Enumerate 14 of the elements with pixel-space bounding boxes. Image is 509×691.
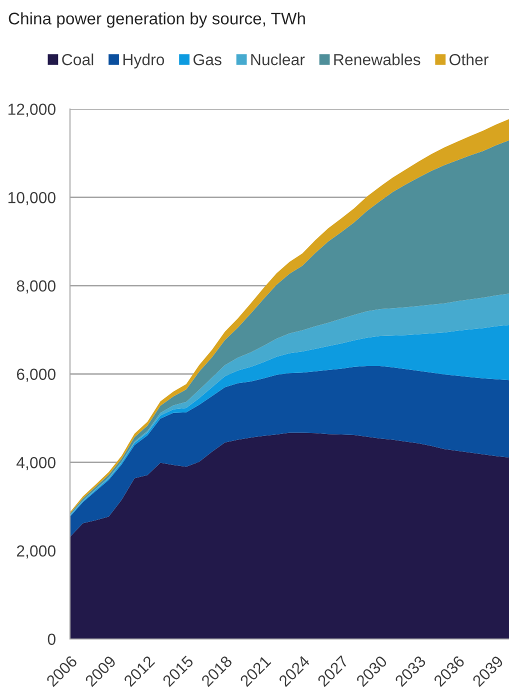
y-tick-label: 2,000 <box>16 545 56 558</box>
y-tick-label: 10,000 <box>8 192 56 206</box>
chart-title: China power generation by source, TWh <box>8 12 305 28</box>
legend-label: Hydro <box>123 54 164 68</box>
y-tick-label: 0 <box>48 634 56 645</box>
y-tick-label: 6,000 <box>16 368 56 382</box>
legend-label: Coal <box>62 54 94 66</box>
legend-label: Nuclear <box>251 54 305 66</box>
legend-label: Other <box>450 54 488 66</box>
y-tick-label: 12,000 <box>8 104 56 117</box>
legend-label: Renewables <box>334 54 420 66</box>
legend-label: Gas <box>194 54 222 66</box>
y-tick-label: 8,000 <box>16 280 56 294</box>
y-tick-label: 4,000 <box>16 456 56 470</box>
